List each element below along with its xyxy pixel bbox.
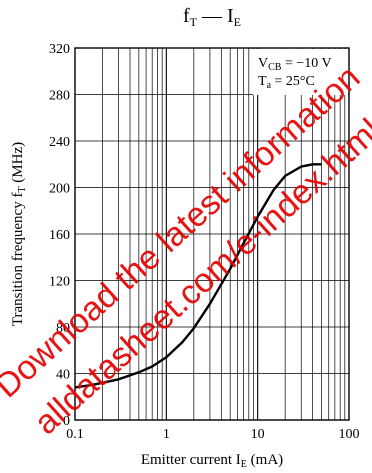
watermark-line-2: alldatasheet.com/e-index.html [27, 112, 372, 442]
series-line [74, 163, 322, 389]
chart-title: fT — IE [183, 5, 241, 29]
x-axis-label: Emitter current IE (mA) [141, 452, 283, 470]
x-tick-label: 1 [163, 427, 170, 442]
y-tick-label: 40 [56, 368, 70, 383]
grid [75, 48, 349, 420]
y-tick-label: 120 [49, 275, 70, 290]
y-tick-label: 320 [49, 42, 70, 57]
y-axis-label: Transition frequency fT (MHz) [10, 142, 28, 326]
condition-ta: Ta = 25°C [258, 74, 315, 91]
x-tick-labels: 0.1 1 10 100 [66, 427, 359, 442]
y-tick-label: 200 [49, 182, 70, 197]
y-tick-labels: 0 40 80 120 160 200 240 280 320 [49, 42, 70, 429]
x-tick-label: 10 [251, 427, 265, 442]
y-tick-label: 80 [56, 321, 70, 336]
y-tick-label: 240 [49, 135, 70, 150]
condition-vcb: VCB = −10 V [258, 56, 332, 73]
y-tick-label: 280 [49, 89, 70, 104]
conditions-box [253, 49, 348, 95]
x-tick-label: 0.1 [66, 427, 84, 442]
plot-frame [74, 47, 350, 421]
y-tick-label: 160 [49, 228, 70, 243]
y-tick-label: 0 [63, 414, 70, 429]
x-tick-label: 100 [339, 427, 360, 442]
